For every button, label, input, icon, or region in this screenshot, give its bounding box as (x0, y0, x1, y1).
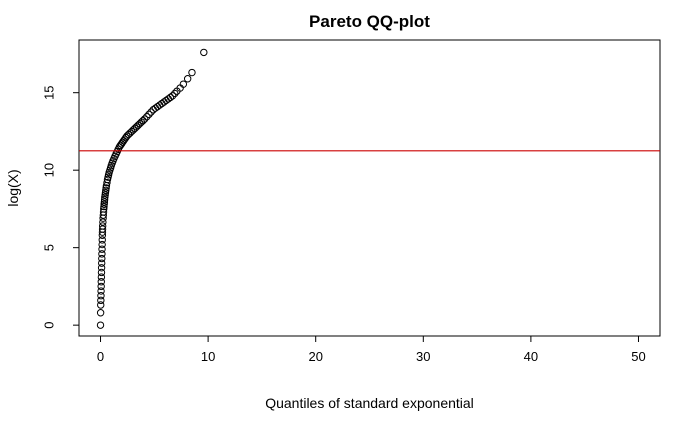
data-point (99, 218, 107, 226)
data-point (143, 113, 151, 121)
data-point (96, 321, 105, 329)
data-point (99, 208, 108, 216)
x-tick-label: 50 (631, 349, 645, 364)
data-point (100, 195, 109, 204)
data-point (98, 225, 107, 233)
data-point (97, 282, 105, 291)
data-point (183, 75, 192, 83)
data-point (164, 95, 173, 103)
y-axis-label: log(X) (5, 169, 21, 206)
data-point (100, 205, 108, 213)
data-point (151, 104, 160, 112)
data-point (100, 198, 109, 206)
data-point (140, 115, 149, 123)
data-point (98, 236, 106, 244)
data-point (139, 116, 147, 125)
chart-title: Pareto QQ-plot (309, 12, 430, 31)
x-tick-label: 10 (201, 349, 215, 364)
data-point (162, 96, 170, 105)
x-axis-label: Quantiles of standard exponential (265, 395, 474, 411)
data-point (147, 108, 155, 116)
data-point (98, 254, 106, 263)
x-tick-label: 20 (308, 349, 322, 364)
data-point (171, 89, 179, 98)
y-tick-label: 5 (42, 244, 57, 251)
y-tick-label: 15 (42, 85, 57, 99)
data-point (145, 110, 153, 119)
x-tick-label: 0 (97, 349, 104, 364)
data-point (103, 178, 111, 187)
data-point (96, 309, 105, 317)
x-tick-label: 30 (416, 349, 430, 364)
data-point (179, 80, 188, 88)
data-point (97, 292, 105, 300)
data-point (98, 259, 106, 267)
data-point (155, 101, 164, 109)
data-point (168, 92, 177, 100)
y-axis: 0 5 10 15 (42, 85, 79, 329)
data-point (97, 273, 106, 281)
data-point (97, 301, 105, 309)
data-point (188, 68, 196, 77)
data-point (97, 264, 106, 272)
data-points (96, 48, 208, 329)
data-point (98, 250, 106, 258)
data-point (153, 102, 162, 111)
data-point (166, 93, 175, 102)
data-point (97, 268, 106, 277)
data-point (98, 245, 106, 253)
x-tick-label: 40 (524, 349, 538, 364)
data-point (97, 278, 105, 286)
x-axis: 0 10 20 30 40 50 (97, 336, 646, 364)
data-point (98, 222, 107, 230)
y-tick-label: 0 (42, 322, 57, 329)
data-point (98, 240, 106, 249)
plot-frame (78, 39, 661, 337)
data-point (100, 200, 108, 208)
data-point (97, 296, 105, 305)
data-point (158, 99, 166, 108)
data-point (160, 98, 168, 106)
data-point (100, 202, 108, 211)
y-tick-label: 10 (42, 163, 57, 177)
data-point (200, 48, 208, 57)
data-point (97, 287, 105, 295)
